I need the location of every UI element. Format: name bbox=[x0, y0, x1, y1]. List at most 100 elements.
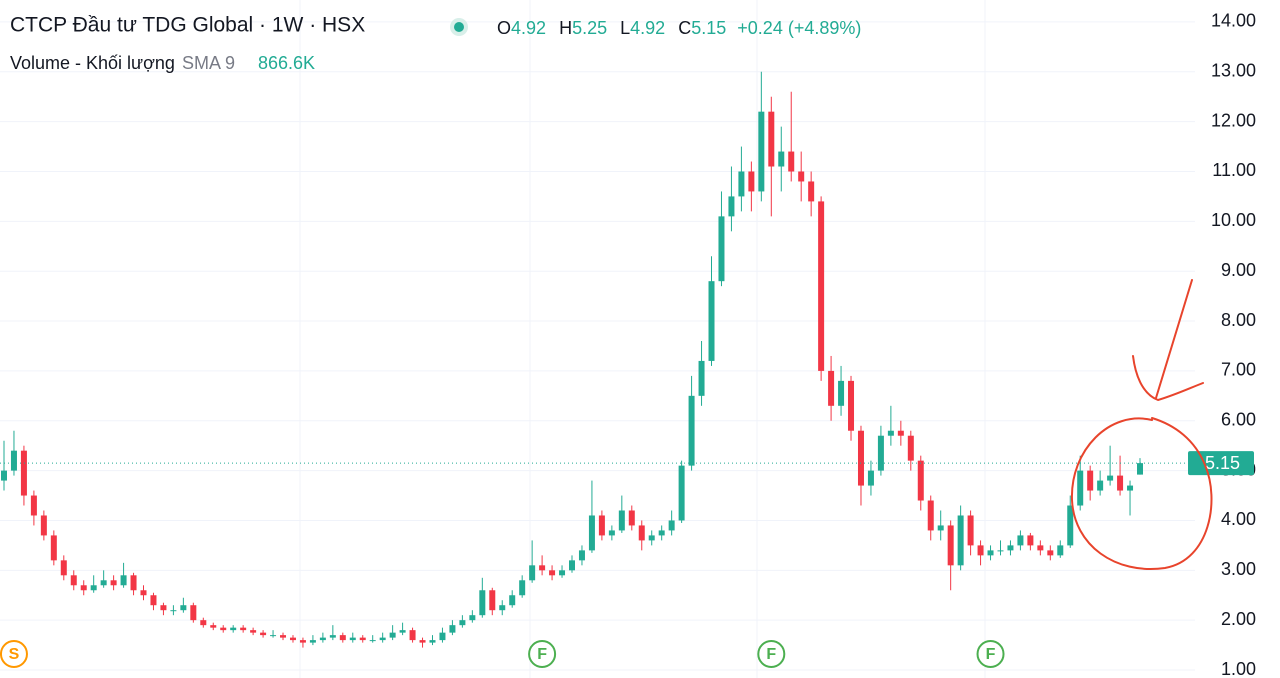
chart-title: CTCP Đầu tư TDG Global · 1W · HSX bbox=[10, 14, 365, 37]
candle-body bbox=[897, 430, 904, 436]
candle-body bbox=[1, 470, 7, 481]
candle-body bbox=[260, 632, 267, 636]
candle-body bbox=[907, 435, 914, 461]
candle-body bbox=[1047, 550, 1054, 556]
price-axis: 1.002.003.004.005.006.007.008.009.0010.0… bbox=[1188, 11, 1256, 678]
candle-body bbox=[160, 605, 167, 611]
candle-body bbox=[1117, 475, 1124, 491]
candle-body bbox=[489, 590, 496, 611]
change: +0.24 (+4.89%) bbox=[737, 18, 861, 38]
candle-body bbox=[549, 570, 556, 576]
candle-body bbox=[180, 605, 187, 611]
candle-body bbox=[668, 520, 675, 531]
candle-body bbox=[289, 637, 296, 641]
header: CTCP Đầu tư TDG Global · 1W · HSX O4.92 … bbox=[10, 14, 861, 73]
candle-body bbox=[638, 525, 645, 541]
candle-body bbox=[130, 575, 137, 591]
candle-body bbox=[280, 635, 287, 638]
candle-body bbox=[718, 216, 725, 282]
candle-body bbox=[1087, 470, 1094, 491]
ohlc-key: O bbox=[497, 18, 511, 38]
candle-body bbox=[1037, 545, 1044, 551]
candle-body bbox=[678, 465, 685, 521]
candle-body bbox=[210, 625, 217, 628]
candle-body bbox=[170, 610, 177, 612]
y-tick-label: 1.00 bbox=[1221, 659, 1256, 678]
last-price-label: 5.15 bbox=[1205, 453, 1240, 473]
y-tick-label: 12.00 bbox=[1211, 110, 1256, 130]
candle-body bbox=[728, 196, 735, 217]
candle-body bbox=[499, 605, 506, 611]
candle-body bbox=[409, 630, 416, 641]
candle-body bbox=[569, 560, 575, 571]
candle-body bbox=[10, 450, 17, 471]
candle-body bbox=[818, 201, 825, 371]
candle-body bbox=[120, 575, 127, 586]
candle-body bbox=[1097, 480, 1104, 491]
candle-body bbox=[708, 281, 715, 361]
candle-body bbox=[1017, 535, 1024, 546]
candle-body bbox=[399, 630, 406, 633]
grid bbox=[0, 21, 1195, 671]
candle-body bbox=[937, 525, 944, 531]
candle-body bbox=[1007, 545, 1014, 551]
volume-indicator: SMA 9 bbox=[182, 53, 235, 73]
ohlc-value: 5.25 bbox=[572, 18, 607, 38]
event-marker bbox=[976, 640, 1005, 668]
y-tick-label: 8.00 bbox=[1221, 310, 1256, 330]
candle-body bbox=[828, 370, 835, 406]
ohlc-key: H bbox=[559, 18, 572, 38]
candle-body bbox=[90, 585, 97, 591]
ohlc-value: 4.92 bbox=[511, 18, 546, 38]
candle-body bbox=[608, 530, 615, 536]
candle-body bbox=[429, 640, 436, 643]
candle-body bbox=[319, 637, 326, 641]
candle-body bbox=[877, 435, 884, 471]
event-label: F bbox=[766, 646, 776, 663]
candle-body bbox=[1107, 475, 1114, 481]
candle-body bbox=[967, 515, 974, 546]
candle-body bbox=[788, 151, 795, 172]
candle-body bbox=[359, 637, 366, 641]
candle-body bbox=[250, 630, 257, 633]
circle-annotation bbox=[1070, 417, 1213, 570]
candle-body bbox=[449, 625, 456, 633]
candle-body bbox=[738, 171, 745, 197]
volume-title: Volume - Khối lượng bbox=[10, 53, 175, 73]
ohlc-key: C bbox=[678, 18, 691, 38]
y-tick-label: 3.00 bbox=[1221, 559, 1256, 579]
ohlc-header: O4.92 H5.25 L4.92 C5.15 +0.24 (+4.89%) bbox=[497, 18, 861, 38]
event-label: F bbox=[537, 646, 547, 663]
candle-body bbox=[628, 510, 635, 526]
candle-body bbox=[329, 635, 336, 638]
event-marker bbox=[757, 640, 786, 668]
candle-body bbox=[100, 580, 107, 586]
candle-body bbox=[349, 637, 356, 641]
candle-body bbox=[240, 627, 247, 631]
candle-body bbox=[230, 627, 237, 631]
candle-body bbox=[748, 171, 755, 192]
candle-body bbox=[419, 640, 426, 643]
candle-body bbox=[220, 627, 227, 631]
candle-body bbox=[1127, 485, 1134, 491]
hand-annotation bbox=[1070, 279, 1213, 570]
candle-body bbox=[519, 580, 526, 596]
candle-body bbox=[768, 111, 775, 167]
candle-body bbox=[529, 565, 536, 581]
candle-body bbox=[987, 550, 994, 556]
ohlc-value: 4.92 bbox=[630, 18, 665, 38]
candle-body bbox=[1077, 470, 1084, 506]
candle-body bbox=[479, 590, 486, 616]
candle-body bbox=[469, 615, 476, 621]
candle-body bbox=[389, 632, 396, 638]
ohlc-key: L bbox=[620, 18, 630, 38]
candle-body bbox=[539, 565, 546, 571]
candle-body bbox=[190, 605, 197, 621]
candle-body bbox=[70, 575, 77, 586]
candle-body bbox=[50, 535, 57, 561]
candle-body bbox=[857, 430, 864, 486]
candle-body bbox=[140, 590, 147, 596]
y-tick-label: 7.00 bbox=[1221, 360, 1256, 380]
